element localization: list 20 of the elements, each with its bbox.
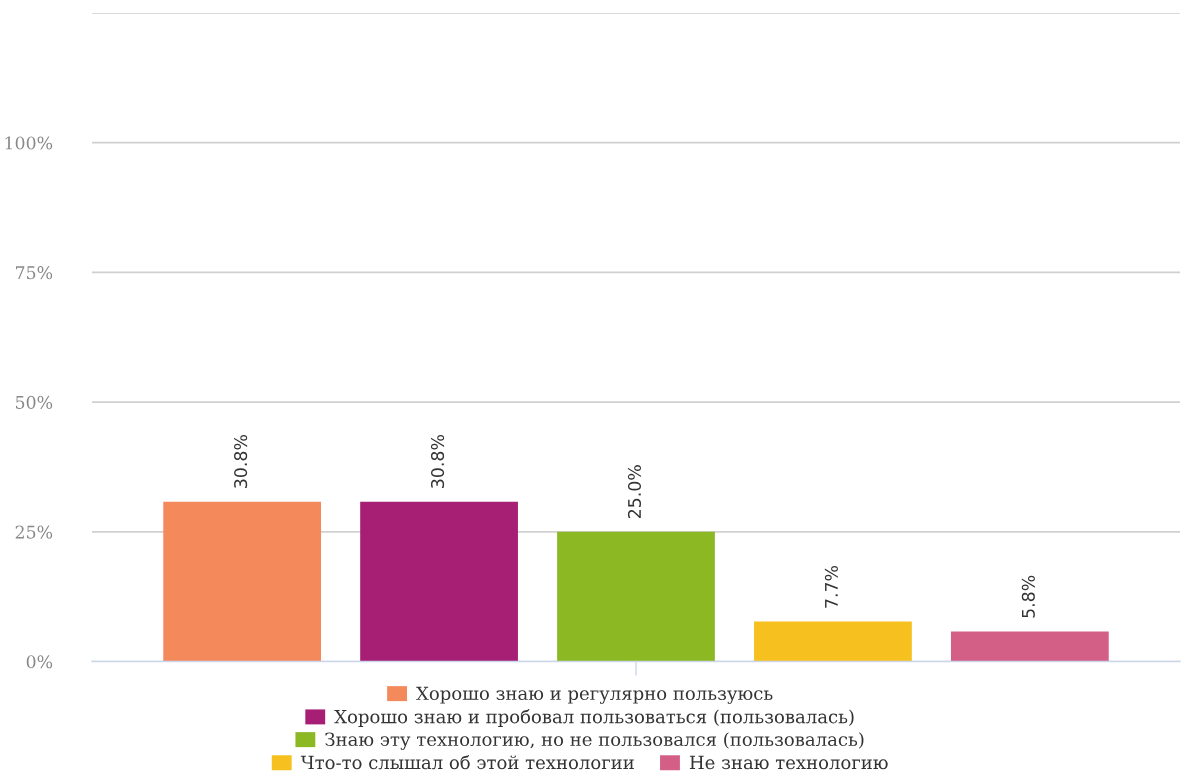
bar: [950, 631, 1109, 662]
legend-label: Знаю эту технологию, но не пользовался (пользовалась): [325, 732, 864, 750]
y-tick-label: 75%: [15, 266, 53, 280]
bar: [360, 501, 518, 662]
y-tick-label: 100%: [5, 136, 53, 150]
data-label: 5.8%: [1021, 575, 1035, 618]
data-label: 30.8%: [430, 435, 445, 488]
y-tick-label: 0%: [26, 655, 53, 669]
data-label: 30.8%: [234, 435, 248, 488]
y-tick-label: 25%: [15, 525, 53, 539]
data-label: 7.7%: [824, 565, 838, 608]
bar: [557, 531, 715, 662]
y-tick-label: 50%: [16, 395, 53, 409]
legend-label: Хорошо знаю и пробовал пользоваться (пользовалась): [334, 709, 854, 727]
bar: [163, 501, 322, 662]
legend-label: Хорошо знаю и регулярно пользуюсь: [416, 686, 773, 704]
data-label: 25.0%: [627, 465, 642, 519]
bar: [754, 621, 912, 662]
legend-label: Не знаю технологию: [689, 755, 888, 770]
legend-label: Что-то слышал об этой технологии: [300, 754, 634, 770]
